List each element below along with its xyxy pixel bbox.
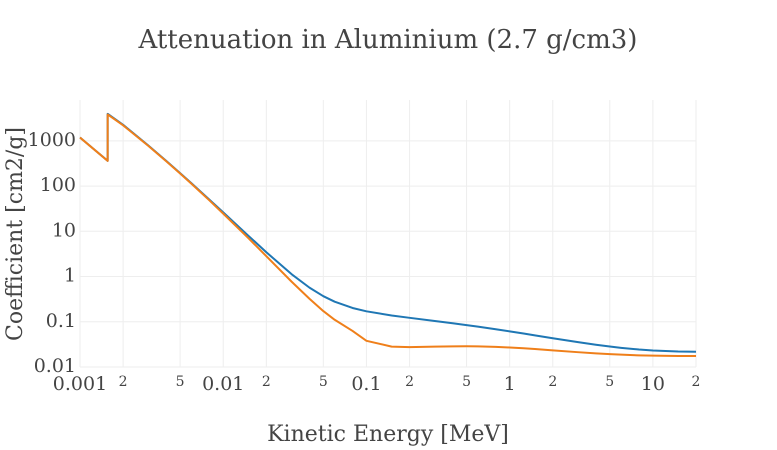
- data-line: [79, 113, 697, 358]
- y-tick-label: 0.01: [34, 355, 76, 377]
- y-tick-label: 10: [52, 219, 76, 241]
- x-tick-label: 2: [405, 374, 414, 390]
- y-tick-label: 1000: [28, 129, 76, 151]
- x-tick-label: 2: [692, 374, 701, 390]
- x-axis-title: Kinetic Energy [MeV]: [267, 422, 509, 447]
- y-axis-title: Coefficient [cm2/g]: [3, 127, 28, 341]
- chart-title: Attenuation in Aluminium (2.7 g/cm3): [138, 25, 638, 55]
- x-tick-label: 10: [641, 373, 665, 395]
- data-line: [79, 112, 697, 353]
- y-tick-label: 0.1: [46, 310, 76, 332]
- x-tick-label: 1: [504, 373, 516, 395]
- x-tick-label: 5: [605, 374, 614, 390]
- grid: [79, 100, 697, 368]
- x-tick-label: 5: [176, 374, 185, 390]
- x-tick-label: 2: [548, 374, 557, 390]
- x-tick-label: 5: [319, 374, 328, 390]
- x-tick-label: 2: [262, 374, 271, 390]
- plot-area: [79, 112, 697, 358]
- x-tick-label: 0.001: [53, 373, 107, 395]
- x-tick-label: 0.01: [202, 373, 244, 395]
- y-tick-label: 100: [40, 174, 76, 196]
- y-tick-label: 1: [64, 265, 76, 287]
- x-tick-label: 0.1: [351, 373, 381, 395]
- x-tick-label: 2: [119, 374, 128, 390]
- x-tick-label: 5: [462, 374, 471, 390]
